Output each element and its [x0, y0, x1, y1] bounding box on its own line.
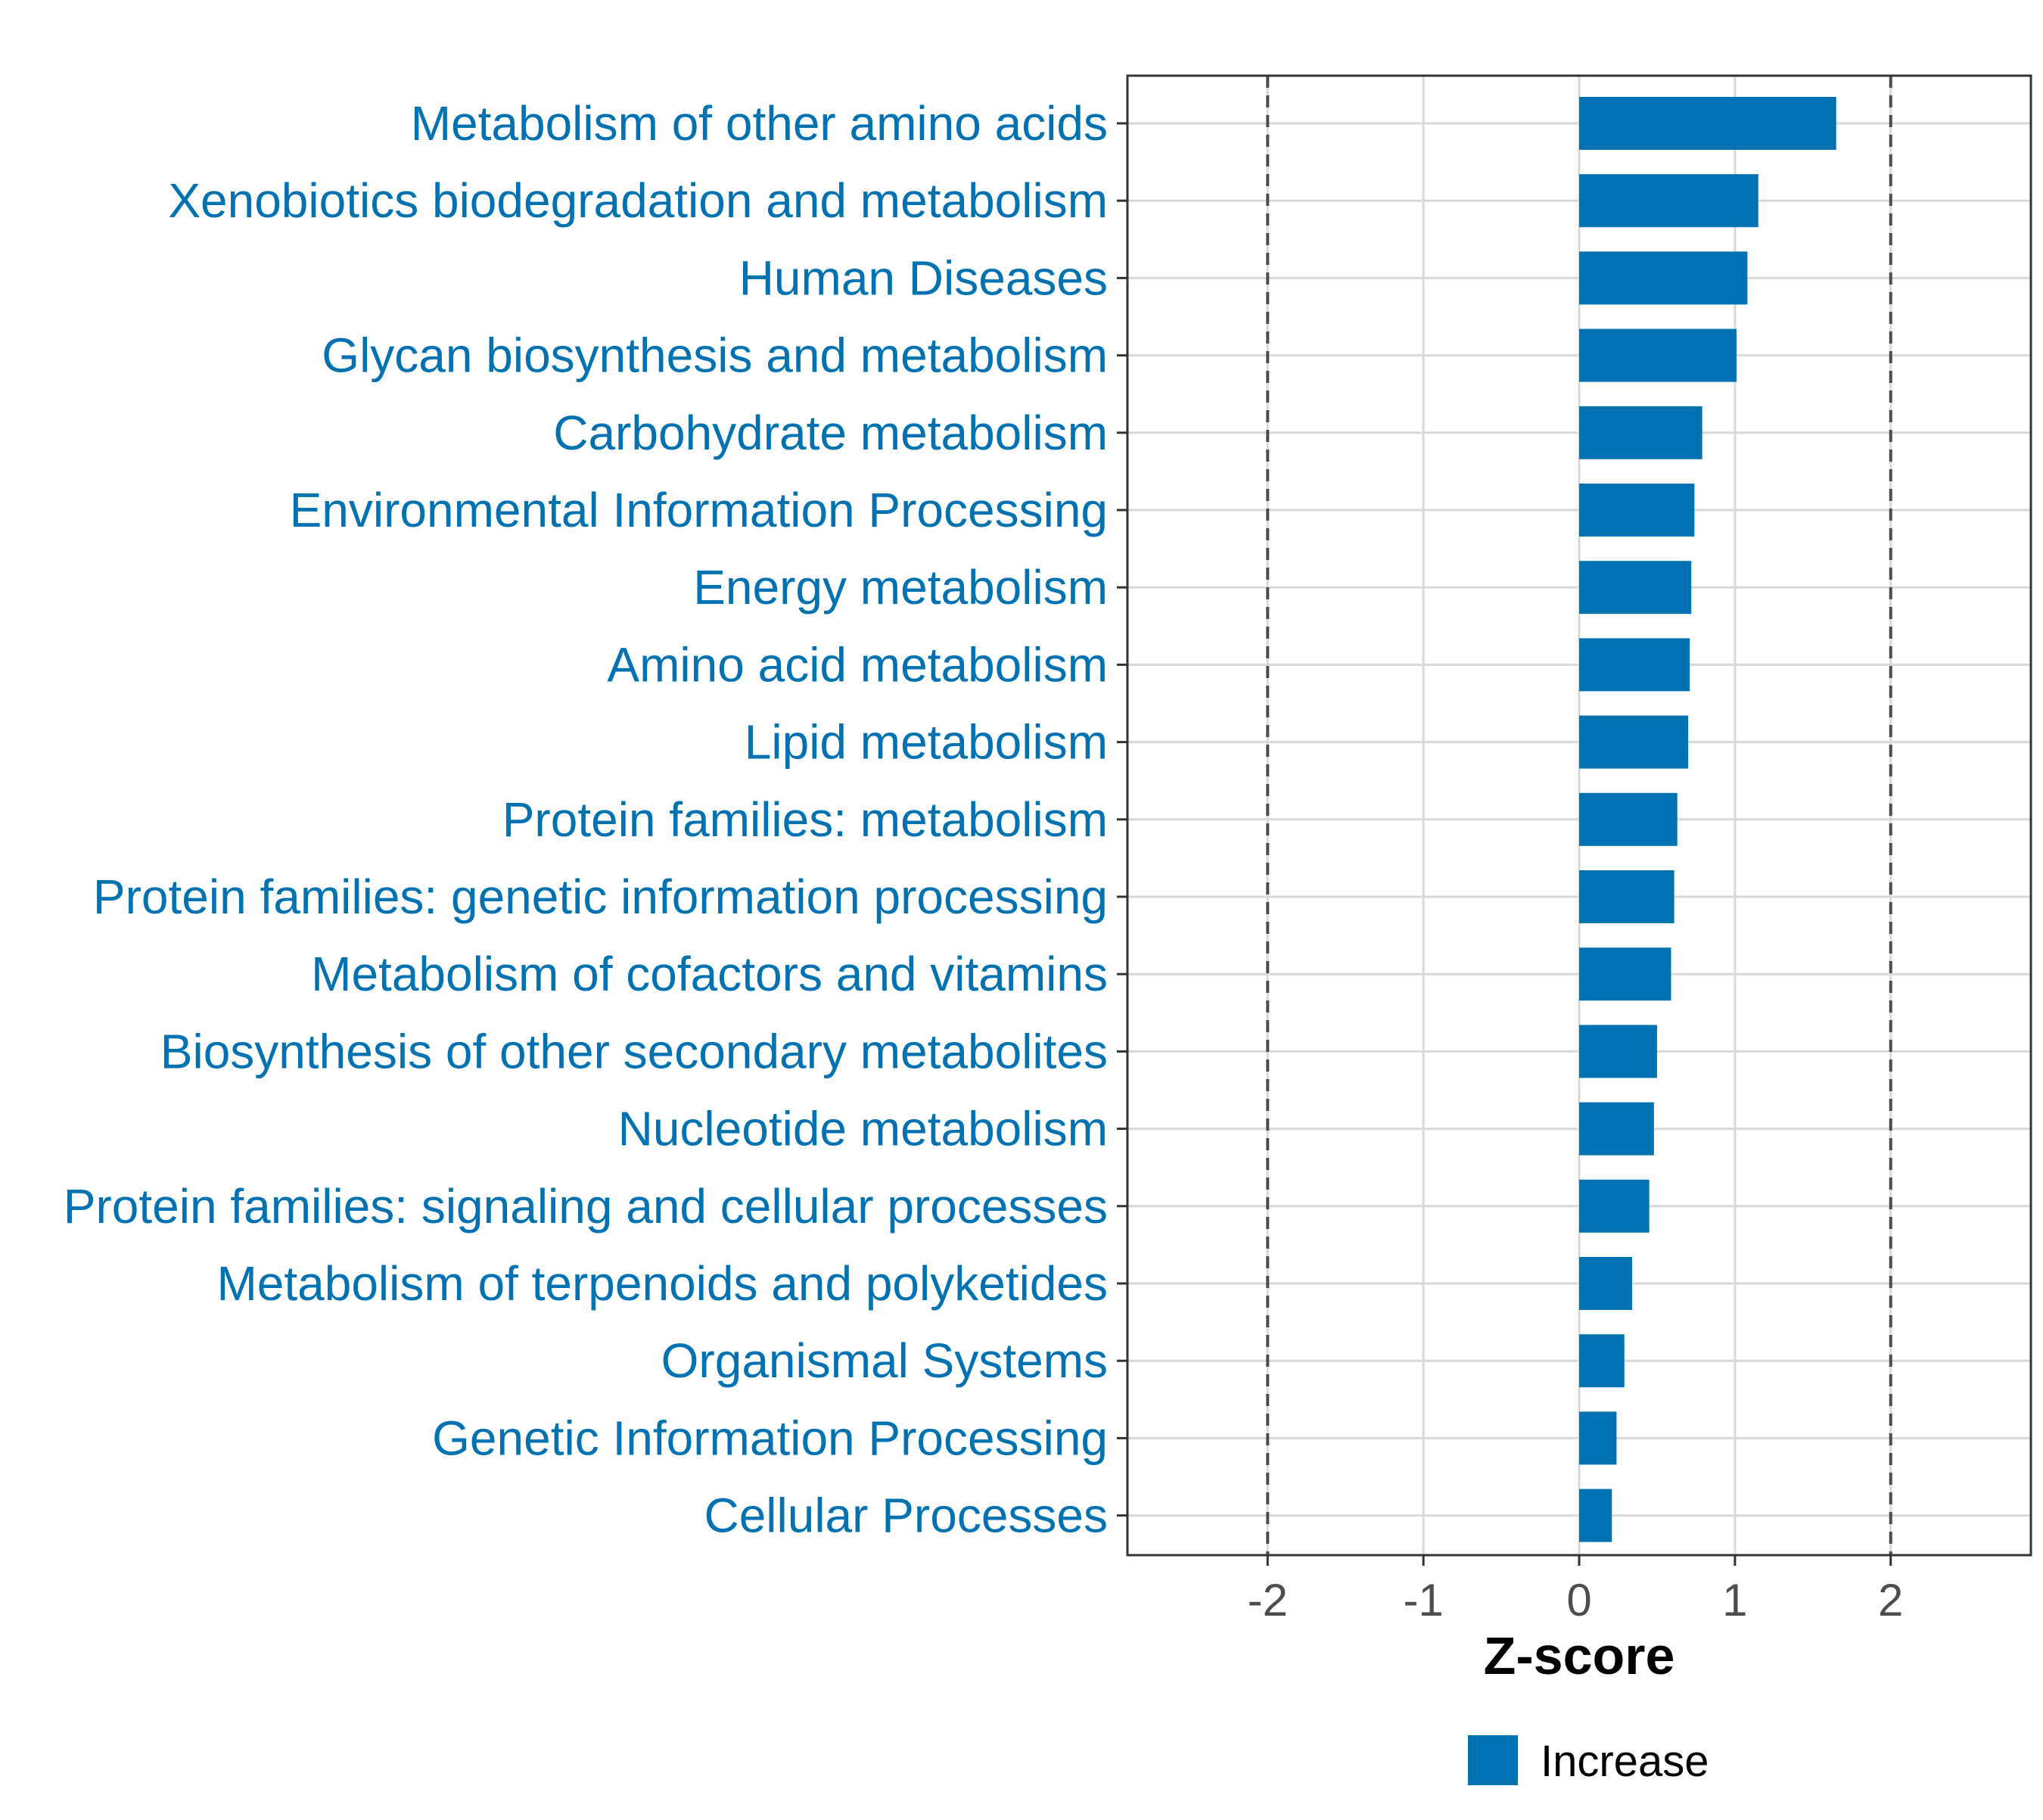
x-tick-label: 2: [1878, 1575, 1903, 1626]
bar: [1579, 715, 1689, 769]
bar: [1579, 561, 1692, 614]
axis-layer: Metabolism of other amino acids Xenobioti…: [64, 74, 2032, 1626]
category-label: Biosynthesis of other secondary metaboli…: [160, 1024, 1108, 1078]
bar: [1579, 484, 1695, 537]
category-label: Metabolism of cofactors and vitamins: [311, 947, 1108, 1001]
legend-label: Increase: [1541, 1737, 1709, 1786]
bar: [1579, 792, 1678, 846]
legend-swatch: [1468, 1735, 1518, 1785]
bar: [1579, 1102, 1654, 1156]
bar: [1579, 1025, 1657, 1078]
bar: [1579, 870, 1675, 923]
bar: [1579, 97, 1836, 150]
bar: [1579, 328, 1737, 382]
category-label: Carbohydrate metabolism: [553, 406, 1108, 460]
category-label: Environmental Information Processing: [290, 483, 1108, 537]
category-label: Amino acid metabolism: [607, 637, 1108, 692]
category-label: Protein families: signaling and cellular…: [64, 1179, 1108, 1234]
reference-line-layer: [1266, 76, 1892, 1555]
category-label: Energy metabolism: [693, 560, 1108, 614]
bar: [1579, 1257, 1632, 1310]
bar: [1579, 174, 1758, 228]
category-label: Lipid metabolism: [745, 715, 1108, 770]
category-label: Metabolism of other amino acids: [411, 96, 1108, 151]
bar: [1579, 406, 1702, 459]
x-tick-label: 0: [1566, 1575, 1591, 1626]
bar: [1579, 947, 1671, 1001]
category-label: Glycan biosynthesis and metabolism: [322, 328, 1108, 383]
bar: [1579, 251, 1748, 305]
category-label: Metabolism of terpenoids and polyketides: [216, 1256, 1108, 1311]
bar: [1579, 638, 1690, 692]
x-tick-label: -1: [1403, 1575, 1443, 1626]
category-label: Protein families: metabolism: [502, 792, 1108, 847]
category-label: Protein families: genetic information pr…: [93, 870, 1108, 924]
bar: [1579, 1411, 1617, 1465]
legend: Increase: [1468, 1735, 1709, 1786]
bar: [1579, 1489, 1612, 1542]
x-axis-title: Z-score: [1484, 1626, 1675, 1685]
category-label: Cellular Processes: [704, 1489, 1108, 1543]
category-label: Nucleotide metabolism: [618, 1102, 1108, 1156]
category-label: Organismal Systems: [661, 1333, 1108, 1388]
bar: [1579, 1179, 1650, 1233]
bar: [1579, 1334, 1625, 1388]
category-label: Human Diseases: [739, 250, 1108, 305]
category-label: Xenobiotics biodegradation and metabolis…: [168, 173, 1108, 228]
x-tick-label: -2: [1248, 1575, 1288, 1626]
x-tick-label: 1: [1722, 1575, 1747, 1626]
category-label: Genetic Information Processing: [432, 1411, 1108, 1465]
bar-layer: [1579, 97, 1836, 1542]
